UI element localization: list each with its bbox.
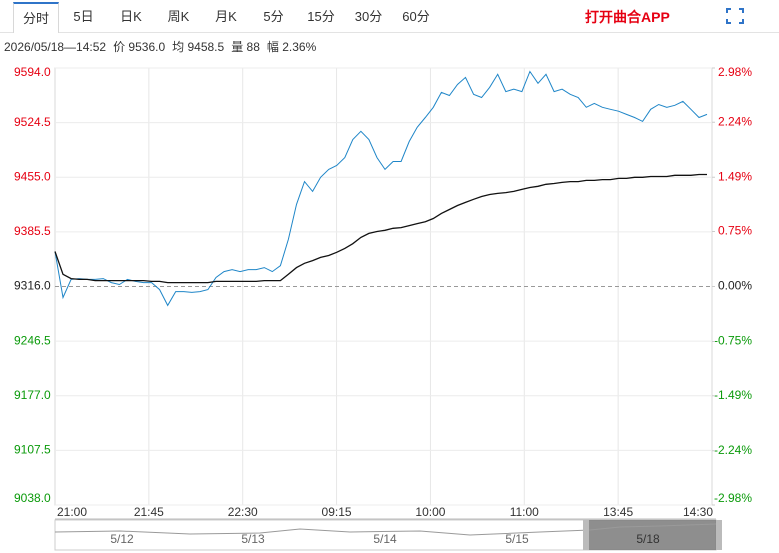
navigator-label: 5/14 — [373, 532, 397, 546]
navigator-label: 5/15 — [505, 532, 529, 546]
tab[interactable]: 60分 — [402, 9, 430, 24]
y2-tick-label: 0.75% — [718, 224, 752, 238]
x-tick-label: 13:45 — [603, 505, 633, 519]
fullscreen-icon[interactable] — [726, 8, 744, 24]
y2-tick-label: -0.75% — [714, 334, 752, 348]
tab[interactable]: 月K — [215, 9, 237, 24]
tab[interactable]: 分时 — [13, 2, 59, 33]
y-tick-label: 9594.0 — [14, 65, 51, 79]
x-tick-label: 21:45 — [134, 505, 164, 519]
tab[interactable]: 日K — [120, 9, 142, 24]
info-item: 量 88 — [231, 40, 260, 54]
y-tick-label: 9246.5 — [14, 333, 51, 347]
y2-tick-label: 0.00% — [718, 279, 752, 293]
app-link[interactable]: 打开曲合APP — [585, 9, 670, 25]
info-line: 2026/05/18—14:52 价 9536.0 均 9458.5 量 88 幅 2.… — [4, 38, 323, 55]
navigator-label: 5/12 — [110, 532, 134, 546]
navigator-label: 5/13 — [241, 532, 265, 546]
info-item: 幅 2.36% — [266, 40, 317, 54]
x-tick-label: 14:30 — [683, 505, 713, 519]
x-tick-label: 22:30 — [228, 505, 258, 519]
y2-tick-label: 2.24% — [718, 114, 752, 128]
tab[interactable]: 周K — [167, 9, 190, 24]
y-tick-label: 9385.5 — [14, 224, 51, 238]
y-tick-label: 9316.0 — [14, 279, 51, 293]
x-tick-label: 21:00 — [57, 505, 87, 519]
info-item: 价 9536.0 — [113, 40, 166, 54]
tab[interactable]: 30分 — [354, 9, 383, 24]
y2-tick-label: -2.24% — [714, 443, 752, 457]
y2-tick-label: -2.98% — [714, 491, 752, 505]
y2-tick-label: -1.49% — [714, 388, 752, 402]
tab-bar: 分时 5日 日K 周K 月K 5分 15分 30分 60分 — [0, 0, 779, 33]
navigator: 5/12 5/13 5/14 5/15 5/18 — [54, 519, 722, 551]
y-tick-label: 9177.0 — [14, 388, 51, 402]
y-tick-label: 9107.5 — [14, 443, 51, 457]
navigator-label: 5/18 — [636, 532, 660, 546]
tab[interactable]: 15分 — [307, 9, 335, 24]
info-item: 均 9458.5 — [172, 40, 225, 54]
x-tick-label: 10:00 — [415, 505, 445, 519]
tab[interactable]: 5日 — [73, 9, 94, 24]
y-tick-label: 9524.5 — [14, 115, 51, 129]
x-tick-label: 09:15 — [322, 505, 352, 519]
x-tick-label: 11:00 — [510, 505, 539, 519]
y2-tick-label: 2.98% — [718, 65, 752, 79]
info-item: 2026/05/18—14:52 — [4, 40, 107, 54]
y-tick-label: 9455.0 — [14, 169, 51, 183]
y-tick-label: 9038.0 — [14, 491, 51, 505]
price-line — [54, 70, 708, 307]
price-line — [54, 173, 707, 284]
tab[interactable]: 5分 — [263, 9, 284, 24]
y2-tick-label: 1.49% — [718, 169, 752, 183]
